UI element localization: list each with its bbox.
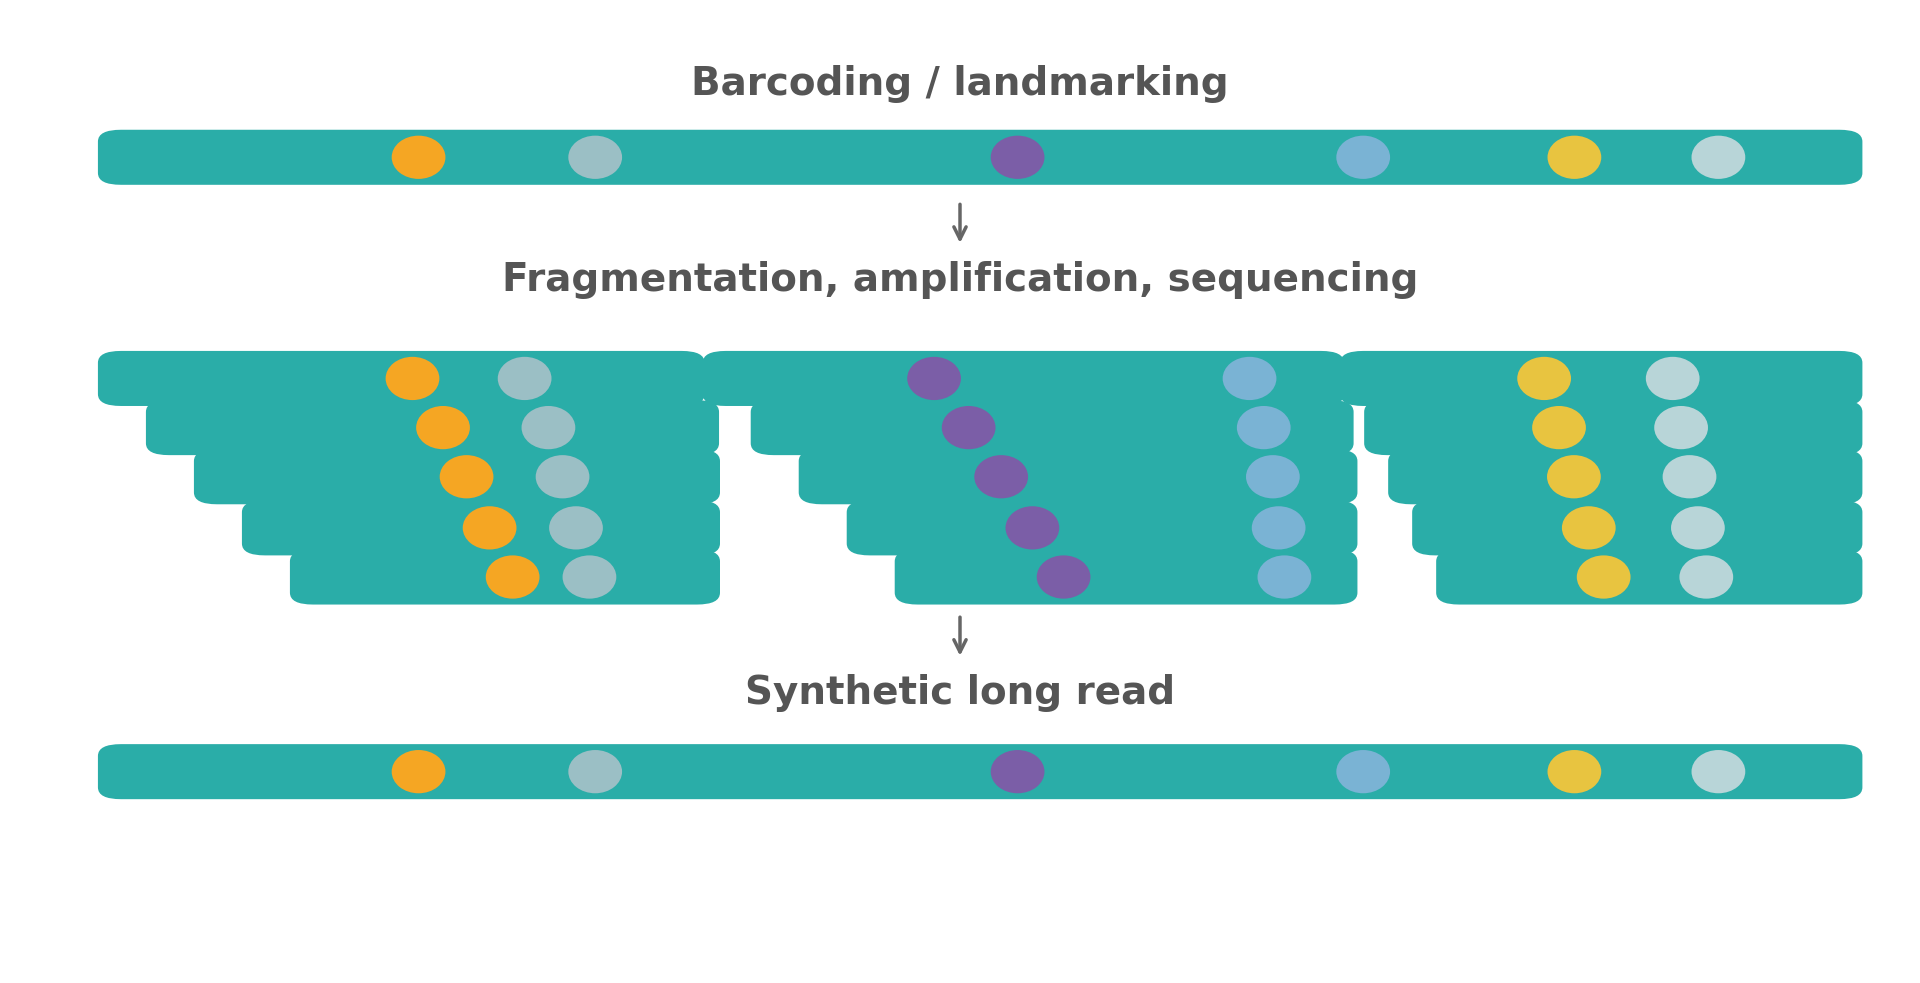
FancyBboxPatch shape — [751, 400, 1354, 455]
FancyBboxPatch shape — [146, 400, 718, 455]
Ellipse shape — [1517, 357, 1571, 400]
Ellipse shape — [1246, 455, 1300, 498]
FancyBboxPatch shape — [1436, 549, 1862, 605]
Ellipse shape — [1645, 357, 1699, 400]
Ellipse shape — [991, 750, 1044, 793]
FancyBboxPatch shape — [1411, 500, 1862, 555]
Ellipse shape — [1548, 136, 1601, 179]
Ellipse shape — [1006, 506, 1060, 549]
Text: Fragmentation, amplification, sequencing: Fragmentation, amplification, sequencing — [501, 261, 1419, 299]
Ellipse shape — [563, 555, 616, 599]
Ellipse shape — [417, 406, 470, 449]
Ellipse shape — [549, 506, 603, 549]
FancyBboxPatch shape — [290, 549, 720, 605]
Ellipse shape — [1252, 506, 1306, 549]
Ellipse shape — [536, 455, 589, 498]
Ellipse shape — [392, 136, 445, 179]
Ellipse shape — [497, 357, 551, 400]
Ellipse shape — [440, 455, 493, 498]
Ellipse shape — [1548, 750, 1601, 793]
FancyBboxPatch shape — [98, 351, 705, 406]
Ellipse shape — [1561, 506, 1615, 549]
Ellipse shape — [1692, 136, 1745, 179]
FancyBboxPatch shape — [194, 449, 720, 504]
Ellipse shape — [1680, 555, 1734, 599]
FancyBboxPatch shape — [1363, 400, 1862, 455]
FancyBboxPatch shape — [1340, 351, 1862, 406]
FancyBboxPatch shape — [847, 500, 1357, 555]
Ellipse shape — [392, 750, 445, 793]
Ellipse shape — [1336, 136, 1390, 179]
Ellipse shape — [973, 455, 1027, 498]
Ellipse shape — [463, 506, 516, 549]
Ellipse shape — [1663, 455, 1716, 498]
Ellipse shape — [941, 406, 995, 449]
Ellipse shape — [1576, 555, 1630, 599]
FancyBboxPatch shape — [98, 744, 1862, 799]
FancyBboxPatch shape — [1388, 449, 1862, 504]
Ellipse shape — [568, 750, 622, 793]
Ellipse shape — [1670, 506, 1724, 549]
Ellipse shape — [1236, 406, 1290, 449]
FancyBboxPatch shape — [799, 449, 1357, 504]
Ellipse shape — [1692, 750, 1745, 793]
Ellipse shape — [486, 555, 540, 599]
Ellipse shape — [1258, 555, 1311, 599]
Ellipse shape — [386, 357, 440, 400]
Ellipse shape — [522, 406, 576, 449]
FancyBboxPatch shape — [98, 130, 1862, 185]
Ellipse shape — [1037, 555, 1091, 599]
Ellipse shape — [906, 357, 962, 400]
FancyBboxPatch shape — [242, 500, 720, 555]
Ellipse shape — [1548, 455, 1601, 498]
Ellipse shape — [991, 136, 1044, 179]
Ellipse shape — [1336, 750, 1390, 793]
FancyBboxPatch shape — [895, 549, 1357, 605]
Ellipse shape — [1532, 406, 1586, 449]
Ellipse shape — [1223, 357, 1277, 400]
FancyBboxPatch shape — [703, 351, 1344, 406]
Ellipse shape — [1655, 406, 1709, 449]
Text: Barcoding / landmarking: Barcoding / landmarking — [691, 65, 1229, 102]
Ellipse shape — [568, 136, 622, 179]
Text: Synthetic long read: Synthetic long read — [745, 674, 1175, 712]
